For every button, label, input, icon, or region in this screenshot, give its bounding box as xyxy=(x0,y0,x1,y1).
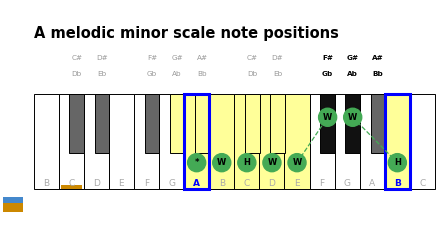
Text: G#: G# xyxy=(347,55,359,61)
Circle shape xyxy=(263,154,281,172)
Bar xyxy=(170,94,184,153)
Text: F: F xyxy=(319,179,325,188)
Text: H: H xyxy=(243,158,250,167)
Text: A: A xyxy=(369,179,375,188)
Text: H: H xyxy=(394,158,401,167)
Text: W: W xyxy=(268,158,277,167)
Text: B: B xyxy=(219,179,225,188)
Bar xyxy=(159,94,184,189)
Text: A#: A# xyxy=(197,55,208,61)
Bar xyxy=(195,94,209,153)
Text: G#: G# xyxy=(171,55,183,61)
Bar xyxy=(33,94,59,189)
Bar xyxy=(335,94,360,189)
Text: Gb: Gb xyxy=(147,71,157,77)
Bar xyxy=(84,94,109,189)
Bar xyxy=(410,94,435,189)
Text: Eb: Eb xyxy=(273,71,282,77)
Text: W: W xyxy=(293,158,302,167)
Text: Ab: Ab xyxy=(347,71,358,77)
Bar xyxy=(235,94,260,189)
Bar xyxy=(95,94,109,153)
Bar xyxy=(345,94,360,153)
Text: A melodic minor scale note positions: A melodic minor scale note positions xyxy=(33,26,338,41)
Text: Eb: Eb xyxy=(97,71,106,77)
Text: B: B xyxy=(43,179,49,188)
Text: G: G xyxy=(344,179,351,188)
Bar xyxy=(209,94,235,189)
Text: D: D xyxy=(268,179,275,188)
Text: W: W xyxy=(323,113,332,122)
Circle shape xyxy=(213,154,231,172)
Text: basicmusictheory.com: basicmusictheory.com xyxy=(11,85,16,140)
Bar xyxy=(61,185,82,189)
Bar xyxy=(109,94,134,189)
Text: C: C xyxy=(68,179,74,188)
Bar xyxy=(184,94,209,189)
Text: Bb: Bb xyxy=(198,71,207,77)
Circle shape xyxy=(187,154,206,172)
Bar xyxy=(360,94,385,189)
Bar xyxy=(260,94,285,189)
Bar xyxy=(145,94,159,153)
Text: C#: C# xyxy=(71,55,82,61)
Bar xyxy=(59,94,84,189)
Bar xyxy=(320,94,335,153)
Bar xyxy=(385,94,410,189)
Text: Db: Db xyxy=(247,71,257,77)
Bar xyxy=(270,94,285,153)
Text: D#: D# xyxy=(96,55,108,61)
Text: E: E xyxy=(294,179,300,188)
Text: D#: D# xyxy=(271,55,283,61)
Bar xyxy=(3,202,23,211)
Text: G: G xyxy=(168,179,175,188)
Text: B: B xyxy=(394,179,401,188)
Bar xyxy=(70,94,84,153)
Text: F: F xyxy=(144,179,149,188)
Bar xyxy=(285,94,310,189)
Circle shape xyxy=(288,154,306,172)
Circle shape xyxy=(389,154,407,172)
Text: Gb: Gb xyxy=(322,71,333,77)
Text: W: W xyxy=(217,158,227,167)
Text: D: D xyxy=(93,179,100,188)
Text: A#: A# xyxy=(372,55,384,61)
Text: E: E xyxy=(119,179,124,188)
Bar xyxy=(385,94,410,189)
Text: W: W xyxy=(348,113,357,122)
Bar xyxy=(3,197,23,202)
Circle shape xyxy=(238,154,256,172)
Text: A: A xyxy=(193,179,200,188)
Text: C: C xyxy=(419,179,425,188)
Bar xyxy=(245,94,260,153)
Circle shape xyxy=(319,108,337,126)
Bar xyxy=(184,94,209,189)
Text: C: C xyxy=(244,179,250,188)
Text: C#: C# xyxy=(247,55,258,61)
Text: *: * xyxy=(194,158,199,167)
Text: Ab: Ab xyxy=(172,71,182,77)
Text: Bb: Bb xyxy=(372,71,383,77)
Text: F#: F# xyxy=(322,55,333,61)
Bar xyxy=(370,94,385,153)
Bar xyxy=(310,94,335,189)
Circle shape xyxy=(344,108,362,126)
Text: F#: F# xyxy=(147,55,157,61)
Text: Db: Db xyxy=(72,71,82,77)
Bar xyxy=(134,94,159,189)
